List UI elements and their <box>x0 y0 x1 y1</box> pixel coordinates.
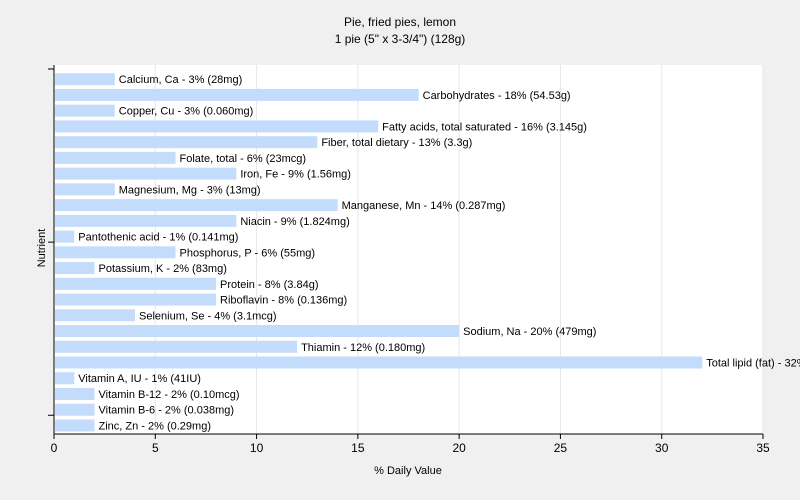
bar-label: Pantothenic acid - 1% (0.141mg) <box>78 232 238 244</box>
bar <box>55 325 460 338</box>
chart-title: Pie, fried pies, lemon <box>343 15 457 29</box>
bar-label: Total lipid (fat) - 32% (20.61g) <box>706 358 800 370</box>
bar-label: Vitamin B-12 - 2% (0.10mcg) <box>99 389 240 401</box>
bar-label: Calcium, Ca - 3% (28mg) <box>119 74 242 86</box>
bar <box>55 340 298 353</box>
bar <box>55 73 115 86</box>
bar-label: Vitamin B-6 - 2% (0.038mg) <box>99 405 235 417</box>
bar <box>55 167 237 180</box>
bar <box>55 403 95 416</box>
bar-label: Protein - 8% (3.84g) <box>220 279 318 291</box>
bar-label: Sodium, Na - 20% (479mg) <box>463 326 596 338</box>
bar-label: Fatty acids, total saturated - 16% (3.14… <box>382 121 587 133</box>
bar <box>55 419 95 432</box>
bar-label: Carbohydrates - 18% (54.53g) <box>423 90 571 102</box>
bar <box>55 387 95 400</box>
x-axis-label: % Daily Value <box>374 465 442 477</box>
bar-label: Fiber, total dietary - 13% (3.3g) <box>321 137 472 149</box>
x-tick-label: 35 <box>756 441 770 455</box>
bar-label: Iron, Fe - 9% (1.56mg) <box>240 169 351 181</box>
bar <box>55 293 217 306</box>
bar <box>55 183 115 196</box>
bar <box>55 246 176 259</box>
chart-subtitle: 1 pie (5" x 3-3/4") (128g) <box>334 32 466 46</box>
bar <box>55 262 95 275</box>
bar <box>55 214 237 227</box>
bar <box>55 136 318 149</box>
bar <box>55 120 379 133</box>
bar <box>55 230 75 243</box>
bar-label: Selenium, Se - 4% (3.1mcg) <box>139 310 277 322</box>
bar-label: Copper, Cu - 3% (0.060mg) <box>119 106 254 118</box>
bar-label: Phosphorus, P - 6% (55mg) <box>180 247 316 259</box>
y-axis-label: Nutrient <box>36 228 48 268</box>
x-tick-label: 15 <box>351 441 365 455</box>
bar <box>55 199 338 212</box>
x-tick-label: 20 <box>452 441 466 455</box>
bar <box>55 88 419 101</box>
bar-label: Manganese, Mn - 14% (0.287mg) <box>342 200 506 212</box>
bar <box>55 104 115 117</box>
bar-label: Vitamin A, IU - 1% (41IU) <box>78 373 201 385</box>
bar <box>55 356 703 369</box>
bar-label: Thiamin - 12% (0.180mg) <box>301 342 425 354</box>
bar-label: Niacin - 9% (1.824mg) <box>240 216 349 228</box>
bar-label: Potassium, K - 2% (83mg) <box>99 263 227 275</box>
bar <box>55 309 136 322</box>
bar <box>55 277 217 290</box>
x-tick-label: 10 <box>250 441 264 455</box>
bar <box>55 151 176 164</box>
x-tick-label: 30 <box>655 441 669 455</box>
x-tick-label: 0 <box>51 441 58 455</box>
bar-label: Zinc, Zn - 2% (0.29mg) <box>99 420 211 432</box>
x-tick-label: 5 <box>152 441 159 455</box>
bar-label: Folate, total - 6% (23mcg) <box>180 153 307 165</box>
bar-label: Riboflavin - 8% (0.136mg) <box>220 295 347 307</box>
x-tick-label: 25 <box>554 441 568 455</box>
bar-label: Magnesium, Mg - 3% (13mg) <box>119 184 261 196</box>
bar <box>55 372 75 385</box>
